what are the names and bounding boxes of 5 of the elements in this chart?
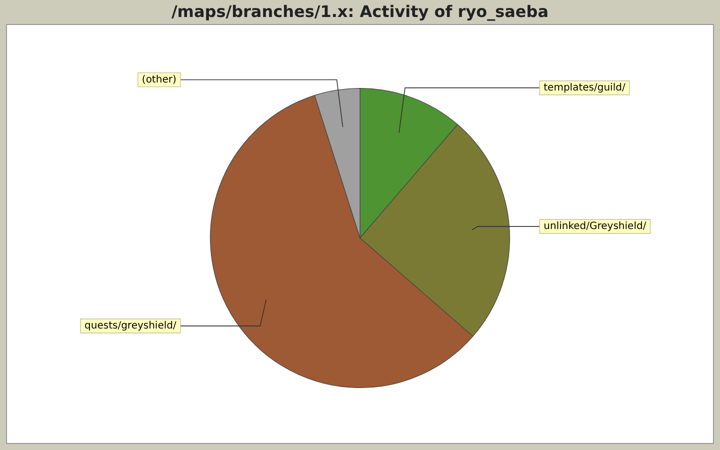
- slice-label: quests/greyshield/: [84, 320, 177, 332]
- slice-label: (other): [142, 74, 176, 86]
- chart-title: /maps/branches/1.x: Activity of ryo_saeba: [170, 1, 550, 23]
- slice-label: unlinked/Greyshield/: [544, 221, 647, 232]
- slice-label: templates/guild/: [544, 82, 626, 94]
